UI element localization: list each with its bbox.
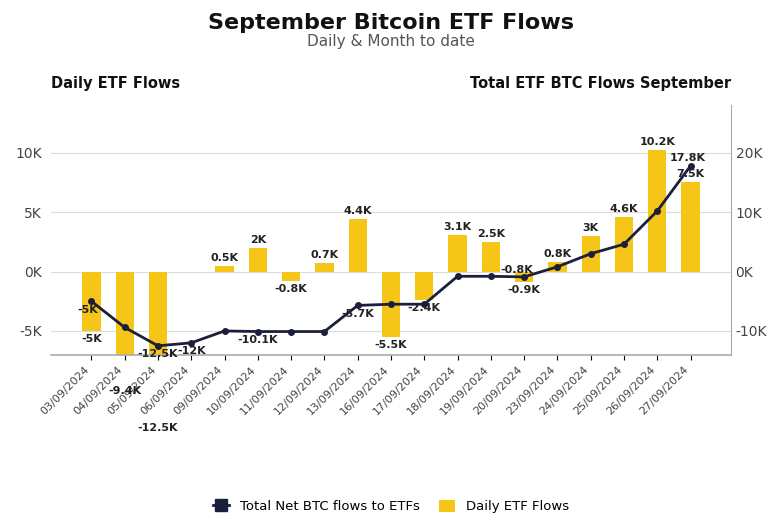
Bar (382, 271, 400, 337)
Text: Daily ETF Flows: Daily ETF Flows (52, 77, 181, 91)
Bar (82, 271, 101, 331)
Text: -0.9K: -0.9K (508, 285, 540, 295)
Text: Total ETF BTC Flows September: Total ETF BTC Flows September (469, 77, 730, 91)
Text: -5K: -5K (77, 305, 99, 315)
Text: -12.5K: -12.5K (138, 350, 178, 360)
Bar (448, 234, 467, 271)
Bar (349, 219, 367, 271)
Text: -2.4K: -2.4K (407, 303, 441, 313)
Bar (681, 182, 700, 271)
Text: -0.8K: -0.8K (274, 284, 307, 294)
Text: 17.8K: 17.8K (669, 154, 705, 163)
Text: 0.7K: 0.7K (310, 250, 339, 260)
Bar (482, 242, 500, 271)
Text: 10.2K: 10.2K (640, 137, 675, 147)
Text: -9.4K: -9.4K (108, 386, 142, 396)
Text: -12K: -12K (177, 346, 206, 356)
Bar (215, 266, 234, 271)
Text: -10.1K: -10.1K (238, 335, 278, 345)
Bar (415, 271, 433, 300)
Text: -5.5K: -5.5K (375, 340, 407, 350)
Legend: Total Net BTC flows to ETFs, Daily ETF Flows: Total Net BTC flows to ETFs, Daily ETF F… (208, 495, 574, 519)
Text: -0.8K: -0.8K (500, 265, 533, 275)
Text: September Bitcoin ETF Flows: September Bitcoin ETF Flows (208, 13, 574, 33)
Text: 4.4K: 4.4K (343, 206, 372, 216)
Bar (582, 236, 600, 271)
Text: 3.1K: 3.1K (443, 222, 472, 232)
Bar (149, 271, 167, 420)
Bar (515, 271, 533, 282)
Text: 0.5K: 0.5K (210, 252, 239, 262)
Bar (548, 262, 567, 271)
Text: Daily & Month to date: Daily & Month to date (307, 34, 475, 49)
Text: 2K: 2K (249, 235, 266, 245)
Text: 4.6K: 4.6K (610, 204, 638, 214)
Text: -12.5K: -12.5K (138, 423, 178, 433)
Bar (116, 271, 134, 383)
Bar (615, 217, 633, 271)
Bar (648, 150, 666, 271)
Text: -5K: -5K (81, 334, 102, 344)
Text: -5.7K: -5.7K (341, 309, 374, 319)
Bar (249, 248, 267, 271)
Text: 0.8K: 0.8K (543, 249, 572, 259)
Bar (315, 263, 334, 271)
Text: 7.5K: 7.5K (676, 169, 705, 180)
Text: 3K: 3K (583, 223, 599, 233)
Text: 2.5K: 2.5K (477, 229, 505, 239)
Bar (282, 271, 300, 281)
